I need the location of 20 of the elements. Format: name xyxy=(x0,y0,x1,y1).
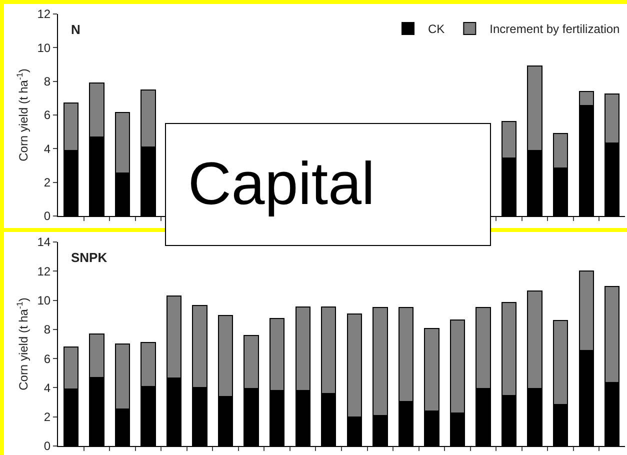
y-tick-label: 6 xyxy=(44,352,51,366)
y-tick-label: 14 xyxy=(37,235,51,250)
y-tick-label: 6 xyxy=(44,108,51,122)
y-tick-label: 8 xyxy=(44,74,51,89)
y-tick-label: 0 xyxy=(44,439,51,454)
y-tick-label: 4 xyxy=(44,142,51,156)
legend-label: CK xyxy=(428,22,445,36)
y-tick-label: 10 xyxy=(37,293,51,308)
y-tick-label: 0 xyxy=(44,209,51,224)
text: N xyxy=(71,22,80,37)
text: SNPK xyxy=(71,250,108,265)
legend-label: Increment by fertilization xyxy=(490,22,620,36)
y-tick-label: 8 xyxy=(44,322,51,337)
y-tick-label: 4 xyxy=(44,380,51,395)
y-tick-label: 12 xyxy=(37,264,51,278)
y-tick-label: 2 xyxy=(44,410,51,424)
y-tick-label: 12 xyxy=(37,7,51,22)
annotation: Capital xyxy=(165,123,491,246)
y-tick-label: 10 xyxy=(37,40,51,55)
y-tick-label: 2 xyxy=(44,176,51,190)
